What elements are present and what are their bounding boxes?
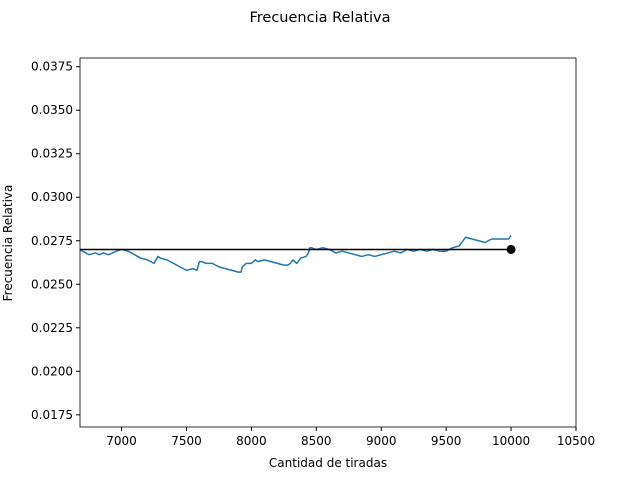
x-tick-label: 7500 (171, 434, 202, 448)
y-tick-label: 0.0275 (31, 234, 73, 248)
plot-area (79, 235, 516, 273)
x-tick-label: 8500 (301, 434, 332, 448)
x-tick-label: 10500 (557, 434, 595, 448)
endpoint-marker (506, 244, 516, 254)
x-tick-label: 8000 (236, 434, 267, 448)
y-axis-label: Frecuencia Relativa (1, 185, 15, 302)
y-tick-label: 0.0250 (31, 277, 73, 291)
x-tick-label: 7000 (106, 434, 137, 448)
relative-frequency-series-line (79, 235, 512, 273)
x-axis-label: Cantidad de tiradas (269, 456, 387, 470)
chart-title: Frecuencia Relativa (249, 10, 390, 26)
y-tick-label: 0.0225 (31, 321, 73, 335)
y-tick-label: 0.0200 (31, 364, 73, 378)
y-tick-label: 0.0350 (31, 103, 73, 117)
y-tick-label: 0.0175 (31, 408, 73, 422)
x-tick-label: 9000 (366, 434, 397, 448)
y-axis-ticks: 0.0175 0.0200 0.0225 0.0250 0.0275 0.0300 0.03… (31, 60, 80, 422)
y-tick-label: 0.0300 (31, 190, 73, 204)
x-axis-ticks: 7000 7500 8000 8500 9000 9500 10000 10500 (106, 427, 595, 448)
axes-frame (79, 57, 577, 428)
y-tick-label: 0.0375 (31, 60, 73, 74)
y-tick-label: 0.0325 (31, 147, 73, 161)
x-tick-label: 10000 (492, 434, 530, 448)
x-tick-label: 9500 (431, 434, 462, 448)
